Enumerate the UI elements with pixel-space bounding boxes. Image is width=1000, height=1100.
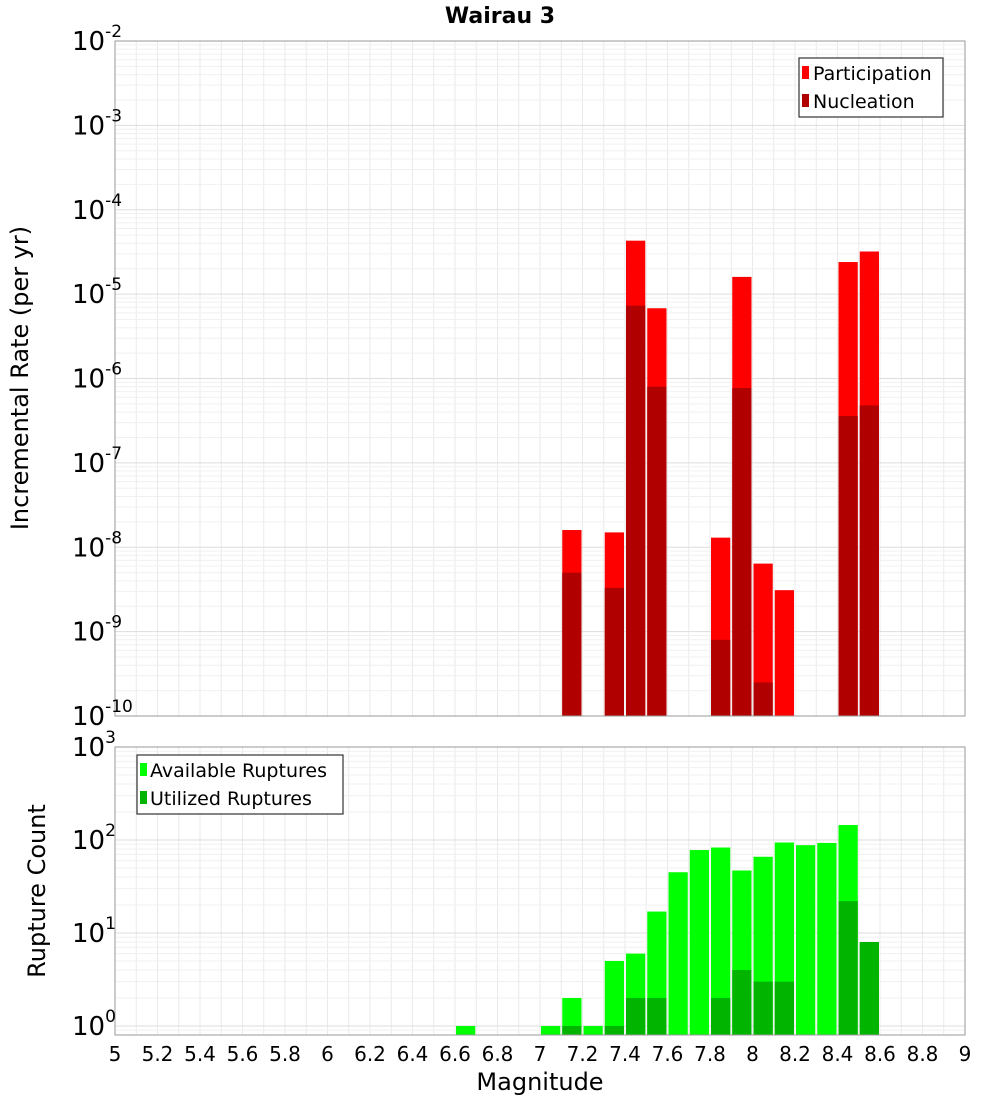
count-legend-box bbox=[136, 754, 344, 815]
bar-utilized-ruptures bbox=[604, 1025, 624, 1035]
x-tick-label: 7.4 bbox=[609, 1042, 641, 1066]
x-tick-label: 7.2 bbox=[567, 1042, 599, 1066]
bar-utilized-ruptures bbox=[647, 997, 667, 1035]
legend-swatch-utilized bbox=[140, 791, 147, 804]
bar-nucleation bbox=[647, 386, 667, 716]
x-tick-label: 8.8 bbox=[907, 1042, 939, 1066]
count-plot-frame bbox=[114, 746, 966, 1036]
x-tick-label: 5 bbox=[109, 1042, 122, 1066]
x-tick-label: 5.2 bbox=[142, 1042, 174, 1066]
x-tick-label: 7.8 bbox=[694, 1042, 726, 1066]
x-tick-label: 5.6 bbox=[227, 1042, 259, 1066]
count-legend: Available Ruptures Utilized Ruptures bbox=[136, 754, 344, 815]
x-tick-label: 9 bbox=[959, 1042, 972, 1066]
bar-utilized-ruptures bbox=[753, 981, 773, 1035]
x-tick-label: 5.4 bbox=[184, 1042, 216, 1066]
x-tick-label: 6.6 bbox=[439, 1042, 471, 1066]
rate-panel: 10-2 10-3 10-4 10-5 10-6 10-7 10-8 10-9 10-10 In… bbox=[6, 22, 966, 732]
rate-y-tick-label: 10-7 bbox=[72, 444, 122, 479]
count-panel: 103 102 101 100 Rupture Count Available Rup… bbox=[23, 728, 966, 1042]
bar-available-ruptures bbox=[562, 997, 582, 1035]
bar-participation bbox=[774, 590, 794, 716]
bar-utilized-ruptures bbox=[859, 942, 879, 1035]
x-tick-label: 6.4 bbox=[397, 1042, 429, 1066]
legend-label-available: Available Ruptures bbox=[150, 760, 327, 782]
bar-available-ruptures bbox=[796, 845, 816, 1035]
bar-nucleation bbox=[859, 405, 879, 716]
count-y-tick-label: 101 bbox=[72, 914, 116, 949]
rate-bars bbox=[562, 240, 879, 717]
bar-available-ruptures bbox=[668, 872, 688, 1035]
rate-grid bbox=[115, 41, 965, 716]
bar-utilized-ruptures bbox=[711, 997, 731, 1035]
bar-utilized-ruptures bbox=[774, 981, 794, 1035]
x-tick-label: 6.8 bbox=[482, 1042, 514, 1066]
bar-nucleation bbox=[711, 639, 731, 716]
bar-nucleation bbox=[732, 388, 752, 716]
count-y-ticks: 103 102 101 100 bbox=[72, 728, 116, 1042]
x-tick-label: 5.8 bbox=[269, 1042, 301, 1066]
bar-nucleation bbox=[562, 572, 582, 716]
x-tick-label: 8.6 bbox=[864, 1042, 896, 1066]
bar-available-ruptures bbox=[711, 847, 731, 1035]
x-tick-label: 6 bbox=[321, 1042, 334, 1066]
bar-utilized-ruptures bbox=[838, 901, 858, 1035]
x-tick-label: 8.2 bbox=[779, 1042, 811, 1066]
bar-utilized-ruptures bbox=[732, 969, 752, 1035]
rate-y-tick-label: 10-5 bbox=[72, 275, 122, 310]
x-tick-label: 7.6 bbox=[652, 1042, 684, 1066]
bar-available-ruptures bbox=[604, 960, 624, 1035]
count-y-tick-label: 103 bbox=[72, 728, 116, 763]
bar-utilized-ruptures bbox=[562, 1025, 582, 1035]
bar-available-ruptures bbox=[583, 1025, 603, 1035]
legend-label-participation: Participation bbox=[813, 63, 932, 85]
legend-swatch-participation bbox=[802, 66, 809, 79]
rate-legend-box bbox=[798, 57, 944, 118]
x-tick-label: 8 bbox=[746, 1042, 759, 1066]
legend-swatch-available bbox=[140, 763, 147, 776]
legend-swatch-nucleation bbox=[802, 94, 809, 107]
rate-y-tick-label: 10-3 bbox=[72, 106, 122, 141]
bar-available-ruptures bbox=[689, 850, 709, 1035]
legend-label-utilized: Utilized Ruptures bbox=[150, 788, 312, 810]
chart-title: Wairau 3 bbox=[445, 4, 555, 29]
x-tick-label: 8.4 bbox=[822, 1042, 854, 1066]
bar-nucleation bbox=[838, 415, 858, 716]
rate-y-tick-label: 10-9 bbox=[72, 613, 122, 648]
count-bars bbox=[456, 824, 879, 1035]
rate-y-tick-label: 10-6 bbox=[72, 360, 122, 395]
rate-y-tick-label: 10-2 bbox=[72, 22, 122, 57]
count-y-tick-label: 100 bbox=[72, 1007, 116, 1042]
rate-y-ticks: 10-2 10-3 10-4 10-5 10-6 10-7 10-8 10-9 10-10 bbox=[72, 22, 133, 732]
bar-available-ruptures bbox=[817, 842, 837, 1035]
x-tick-label: 7 bbox=[534, 1042, 547, 1066]
rate-y-tick-label: 10-10 bbox=[72, 697, 133, 732]
bar-nucleation bbox=[626, 305, 646, 716]
bar-participation bbox=[753, 563, 773, 716]
bar-available-ruptures bbox=[541, 1025, 561, 1035]
rate-legend: Participation Nucleation bbox=[798, 57, 944, 118]
count-y-tick-label: 102 bbox=[72, 821, 116, 856]
count-y-axis-title: Rupture Count bbox=[23, 804, 51, 978]
x-axis-ticks: 5 5.2 5.4 5.6 5.8 6 6.2 6.4 6.6 6.8 7 7.2 7.4 7.6 7.8 8… bbox=[109, 1042, 972, 1066]
rate-y-axis-title: Incremental Rate (per yr) bbox=[6, 226, 34, 530]
rate-plot-frame bbox=[114, 40, 966, 717]
bar-nucleation bbox=[604, 587, 624, 716]
x-axis-title: Magnitude bbox=[476, 1068, 603, 1096]
x-tick-label: 6.2 bbox=[354, 1042, 386, 1066]
legend-label-nucleation: Nucleation bbox=[813, 91, 915, 113]
bar-nucleation bbox=[753, 682, 773, 716]
bar-utilized-ruptures bbox=[626, 997, 646, 1035]
bar-available-ruptures bbox=[456, 1025, 476, 1035]
rate-y-tick-label: 10-8 bbox=[72, 528, 122, 563]
rate-y-tick-label: 10-4 bbox=[72, 191, 122, 226]
